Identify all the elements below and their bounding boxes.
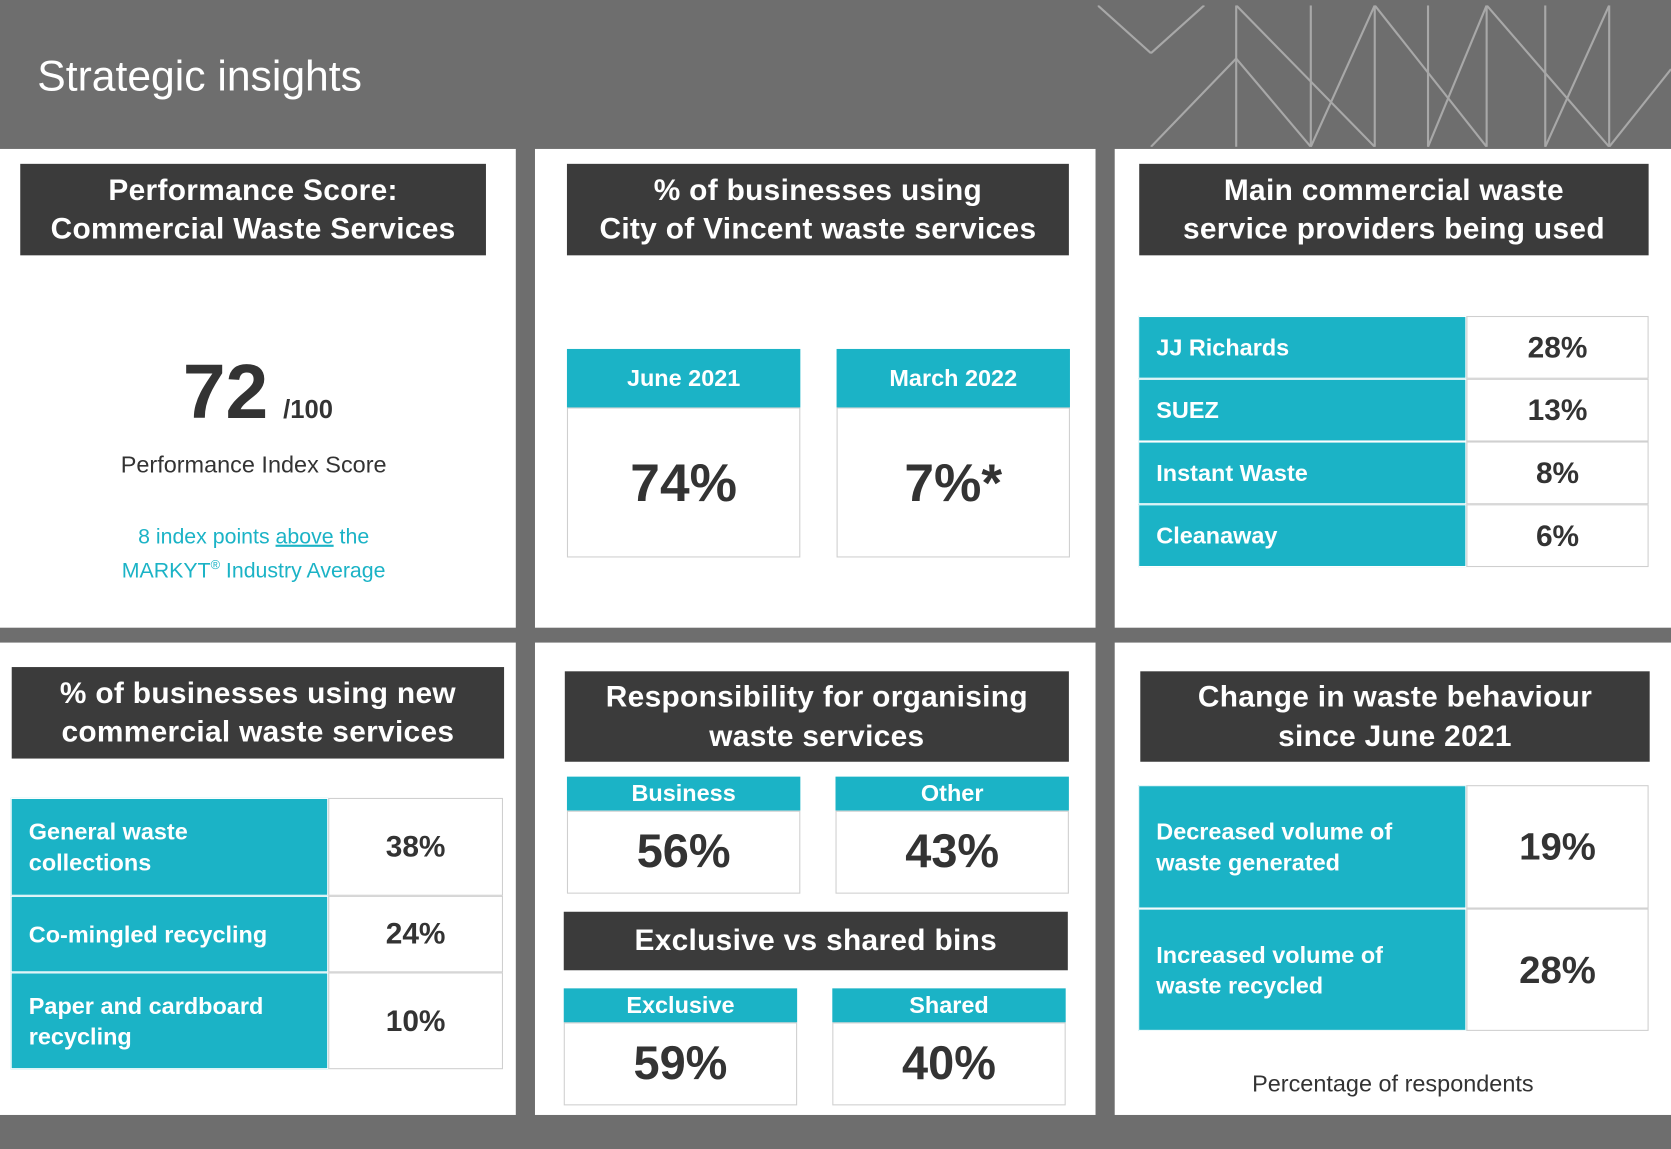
row-label: Cleanaway: [1138, 504, 1467, 568]
label-line: Instant Waste: [1156, 459, 1308, 487]
title-line: service providers being used: [1182, 211, 1605, 245]
row-value: 28%: [1466, 315, 1649, 379]
card-header: Exclusive: [563, 988, 798, 1023]
note-text: Industry Average: [219, 559, 386, 583]
panel-title: Change in waste behaviour since June 2021: [1140, 671, 1650, 762]
card-value: 7%*: [836, 407, 1070, 558]
row-value: 13%: [1466, 378, 1649, 442]
card-header: Business: [566, 776, 801, 811]
row-value: 38%: [328, 797, 504, 896]
card-header: June 2021: [566, 348, 801, 408]
row-label: General waste collections: [10, 797, 329, 896]
card-value: 40%: [832, 1022, 1066, 1106]
card-value: 56%: [566, 810, 801, 894]
label-line: Decreased volume of: [1156, 818, 1393, 845]
row-value: 19%: [1466, 785, 1649, 909]
title-line: since June 2021: [1278, 718, 1512, 752]
note-text: the: [333, 525, 370, 549]
score-label: Performance Index Score: [120, 451, 387, 478]
title-line: City of Vincent waste services: [599, 211, 1037, 245]
title-line: % of businesses using new: [59, 676, 456, 710]
title-line: waste services: [709, 718, 925, 752]
row-label: Decreased volume of waste generated: [1138, 785, 1467, 909]
card-header: March 2022: [836, 348, 1070, 408]
label-line: Paper and cardboard: [28, 992, 264, 1019]
label-line: General waste: [28, 818, 188, 845]
card-header: Shared: [832, 988, 1066, 1023]
label-line: JJ Richards: [1156, 334, 1290, 361]
header-title: Strategic insights: [37, 53, 362, 101]
label-line: recycling: [28, 1022, 132, 1050]
label-line: SUEZ: [1156, 396, 1219, 424]
note-text: 8 index points: [138, 525, 276, 549]
row-value: 10%: [328, 972, 504, 1070]
score-value: 72: [182, 350, 269, 436]
score-max: /100: [283, 395, 333, 425]
label-line: waste recycled: [1156, 971, 1324, 999]
label-line: Co-mingled recycling: [28, 920, 268, 948]
header-decoration: [1097, 5, 1671, 147]
title-line: % of businesses using: [653, 172, 983, 206]
panel-title: % of businesses using City of Vincent was…: [566, 163, 1069, 256]
row-value: 24%: [328, 895, 504, 973]
footnote: Percentage of respondents: [1252, 1070, 1534, 1097]
row-label: JJ Richards: [1138, 315, 1467, 379]
score: 72/100: [0, 349, 516, 436]
title-line: Responsibility for organising: [605, 679, 1028, 713]
panel-subtitle: Exclusive vs shared bins: [563, 911, 1068, 971]
label-line: Increased volume of: [1156, 941, 1383, 968]
row-label: Co-mingled recycling: [10, 895, 329, 973]
title-line: commercial waste services: [61, 714, 455, 748]
label-line: collections: [28, 848, 152, 876]
row-label: Paper and cardboard recycling: [10, 972, 329, 1070]
note-emphasis: above: [275, 525, 334, 549]
title-line: Commercial Waste Services: [50, 211, 456, 245]
panel-title: % of businesses using new commercial wast…: [11, 667, 505, 759]
title-line: Change in waste behaviour: [1197, 679, 1593, 713]
row-label: Instant Waste: [1138, 441, 1467, 505]
card-value: 74%: [566, 407, 801, 558]
note-text: MARKYT: [121, 559, 211, 583]
row-value: 6%: [1466, 504, 1649, 568]
title-line: Performance Score:: [108, 172, 398, 206]
label-line: waste generated: [1156, 848, 1341, 876]
panel-title: Responsibility for organising waste servi…: [564, 671, 1069, 762]
title-line: Main commercial waste: [1223, 172, 1564, 206]
label-line: Cleanaway: [1156, 522, 1278, 549]
row-label: SUEZ: [1138, 378, 1467, 442]
card-value: 59%: [563, 1022, 798, 1106]
card-value: 43%: [835, 810, 1069, 894]
row-label: Increased volume of waste recycled: [1138, 908, 1467, 1031]
score-note: 8 index points above the MARKYT® Industry…: [0, 523, 507, 584]
panel-title: Performance Score: Commercial Waste Servi…: [20, 163, 486, 256]
row-value: 28%: [1466, 908, 1649, 1031]
row-value: 8%: [1466, 441, 1649, 505]
card-header: Other: [835, 776, 1069, 811]
panel-title: Main commercial waste service providers b…: [1139, 163, 1649, 256]
note-mark: ®: [210, 557, 220, 573]
